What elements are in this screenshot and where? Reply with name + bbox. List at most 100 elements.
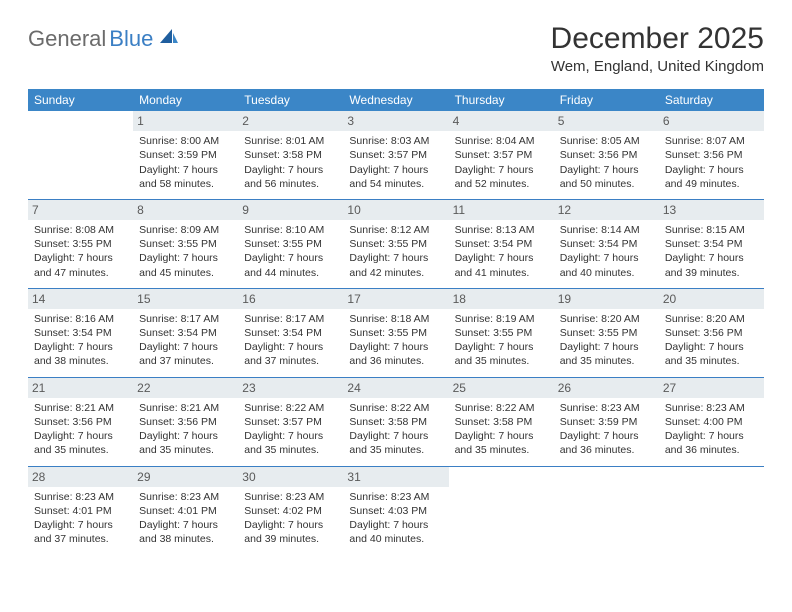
calendar-cell: 18Sunrise: 8:19 AMSunset: 3:55 PMDayligh… bbox=[449, 288, 554, 377]
calendar-cell: 28Sunrise: 8:23 AMSunset: 4:01 PMDayligh… bbox=[28, 466, 133, 554]
sunrise-line: Sunrise: 8:12 AM bbox=[349, 223, 442, 237]
daylight-line: Daylight: 7 hours and 56 minutes. bbox=[244, 163, 337, 191]
sunrise-line: Sunrise: 8:05 AM bbox=[560, 134, 653, 148]
sunset-line: Sunset: 4:01 PM bbox=[34, 504, 127, 518]
calendar-cell: 25Sunrise: 8:22 AMSunset: 3:58 PMDayligh… bbox=[449, 377, 554, 466]
daylight-line: Daylight: 7 hours and 36 minutes. bbox=[560, 429, 653, 457]
sunset-line: Sunset: 4:03 PM bbox=[349, 504, 442, 518]
daylight-line: Daylight: 7 hours and 42 minutes. bbox=[349, 251, 442, 279]
day-number: 31 bbox=[343, 467, 448, 487]
sunset-line: Sunset: 3:55 PM bbox=[349, 237, 442, 251]
day-number: 17 bbox=[343, 289, 448, 309]
day-number: 20 bbox=[659, 289, 764, 309]
calendar-cell: 15 Sunrise: 8:17 AMSunset: 3:54 PMDayligh… bbox=[133, 288, 238, 377]
day-number: 30 bbox=[238, 467, 343, 487]
day-header: Wednesday bbox=[343, 89, 448, 111]
calendar-cell: 21Sunrise: 8:21 AMSunset: 3:56 PMDayligh… bbox=[28, 377, 133, 466]
daylight-line: Daylight: 7 hours and 40 minutes. bbox=[560, 251, 653, 279]
day-number: 21 bbox=[28, 378, 133, 398]
calendar-table: SundayMondayTuesdayWednesdayThursdayFrid… bbox=[28, 89, 764, 554]
day-number: 10 bbox=[343, 200, 448, 220]
sunset-line: Sunset: 3:55 PM bbox=[244, 237, 337, 251]
daylight-line: Daylight: 7 hours and 38 minutes. bbox=[34, 340, 127, 368]
daylight-line: Daylight: 7 hours and 37 minutes. bbox=[34, 518, 127, 546]
calendar-cell: 3Sunrise: 8:03 AMSunset: 3:57 PMDaylight… bbox=[343, 111, 448, 199]
day-number: 14 bbox=[28, 289, 133, 309]
sunrise-line: Sunrise: 8:22 AM bbox=[349, 401, 442, 415]
calendar-cell: 19Sunrise: 8:20 AMSunset: 3:55 PMDayligh… bbox=[554, 288, 659, 377]
sunset-line: Sunset: 3:54 PM bbox=[139, 326, 232, 340]
daylight-line: Daylight: 7 hours and 35 minutes. bbox=[665, 340, 758, 368]
day-number: 15 bbox=[133, 289, 238, 309]
calendar-week: 28Sunrise: 8:23 AMSunset: 4:01 PMDayligh… bbox=[28, 466, 764, 554]
sunrise-line: Sunrise: 8:17 AM bbox=[244, 312, 337, 326]
sunset-line: Sunset: 3:56 PM bbox=[139, 415, 232, 429]
sunrise-line: Sunrise: 8:22 AM bbox=[455, 401, 548, 415]
calendar-cell: 6Sunrise: 8:07 AMSunset: 3:56 PMDaylight… bbox=[659, 111, 764, 199]
calendar-cell: 23Sunrise: 8:22 AMSunset: 3:57 PMDayligh… bbox=[238, 377, 343, 466]
sunset-line: Sunset: 3:59 PM bbox=[560, 415, 653, 429]
sunrise-line: Sunrise: 8:21 AM bbox=[139, 401, 232, 415]
daylight-line: Daylight: 7 hours and 40 minutes. bbox=[349, 518, 442, 546]
calendar-cell: 30Sunrise: 8:23 AMSunset: 4:02 PMDayligh… bbox=[238, 466, 343, 554]
sunrise-line: Sunrise: 8:17 AM bbox=[139, 312, 232, 326]
day-number: 9 bbox=[238, 200, 343, 220]
day-number: 23 bbox=[238, 378, 343, 398]
sunrise-line: Sunrise: 8:14 AM bbox=[560, 223, 653, 237]
sunset-line: Sunset: 3:58 PM bbox=[244, 148, 337, 162]
calendar-week: 1Sunrise: 8:00 AMSunset: 3:59 PMDaylight… bbox=[28, 111, 764, 199]
daylight-line: Daylight: 7 hours and 39 minutes. bbox=[665, 251, 758, 279]
day-number: 13 bbox=[659, 200, 764, 220]
sunrise-line: Sunrise: 8:21 AM bbox=[34, 401, 127, 415]
daylight-line: Daylight: 7 hours and 38 minutes. bbox=[139, 518, 232, 546]
location-text: Wem, England, United Kingdom bbox=[551, 58, 764, 75]
calendar-cell: 29Sunrise: 8:23 AMSunset: 4:01 PMDayligh… bbox=[133, 466, 238, 554]
sunrise-line: Sunrise: 8:01 AM bbox=[244, 134, 337, 148]
calendar-cell: 2 Sunrise: 8:01 AMSunset: 3:58 PMDaylight… bbox=[238, 111, 343, 199]
daylight-line: Daylight: 7 hours and 35 minutes. bbox=[139, 429, 232, 457]
sunrise-line: Sunrise: 8:04 AM bbox=[455, 134, 548, 148]
sunset-line: Sunset: 3:54 PM bbox=[34, 326, 127, 340]
sunset-line: Sunset: 3:55 PM bbox=[560, 326, 653, 340]
daylight-line: Daylight: 7 hours and 35 minutes. bbox=[244, 429, 337, 457]
calendar-cell: 22Sunrise: 8:21 AMSunset: 3:56 PMDayligh… bbox=[133, 377, 238, 466]
day-header: Monday bbox=[133, 89, 238, 111]
calendar-cell: 11Sunrise: 8:13 AMSunset: 3:54 PMDayligh… bbox=[449, 199, 554, 288]
calendar-week: 7Sunrise: 8:08 AMSunset: 3:55 PMDaylight… bbox=[28, 199, 764, 288]
daylight-line: Daylight: 7 hours and 37 minutes. bbox=[139, 340, 232, 368]
day-number: 5 bbox=[554, 111, 659, 131]
day-number: 1 bbox=[133, 111, 238, 131]
month-title: December 2025 bbox=[551, 22, 764, 56]
sunrise-line: Sunrise: 8:23 AM bbox=[139, 490, 232, 504]
day-number: 18 bbox=[449, 289, 554, 309]
day-number: 28 bbox=[28, 467, 133, 487]
calendar-cell: 27Sunrise: 8:23 AMSunset: 4:00 PMDayligh… bbox=[659, 377, 764, 466]
sunset-line: Sunset: 3:57 PM bbox=[455, 148, 548, 162]
calendar-cell: 10 Sunrise: 8:12 AMSunset: 3:55 PMDayligh… bbox=[343, 199, 448, 288]
day-header: Tuesday bbox=[238, 89, 343, 111]
sunrise-line: Sunrise: 8:22 AM bbox=[244, 401, 337, 415]
day-header: Saturday bbox=[659, 89, 764, 111]
calendar-cell: 17Sunrise: 8:18 AMSunset: 3:55 PMDayligh… bbox=[343, 288, 448, 377]
sunrise-line: Sunrise: 8:00 AM bbox=[139, 134, 232, 148]
sunrise-line: Sunrise: 8:15 AM bbox=[665, 223, 758, 237]
sail-icon bbox=[158, 27, 180, 52]
daylight-line: Daylight: 7 hours and 44 minutes. bbox=[244, 251, 337, 279]
day-number: 6 bbox=[659, 111, 764, 131]
sunrise-line: Sunrise: 8:07 AM bbox=[665, 134, 758, 148]
day-number: 2 bbox=[238, 111, 343, 131]
day-number: 7 bbox=[28, 200, 133, 220]
daylight-line: Daylight: 7 hours and 35 minutes. bbox=[455, 340, 548, 368]
sunset-line: Sunset: 3:54 PM bbox=[455, 237, 548, 251]
daylight-line: Daylight: 7 hours and 35 minutes. bbox=[455, 429, 548, 457]
daylight-line: Daylight: 7 hours and 36 minutes. bbox=[349, 340, 442, 368]
calendar-cell: 1Sunrise: 8:00 AMSunset: 3:59 PMDaylight… bbox=[133, 111, 238, 199]
sunrise-line: Sunrise: 8:20 AM bbox=[560, 312, 653, 326]
day-number: 16 bbox=[238, 289, 343, 309]
sunrise-line: Sunrise: 8:23 AM bbox=[244, 490, 337, 504]
sunrise-line: Sunrise: 8:08 AM bbox=[34, 223, 127, 237]
daylight-line: Daylight: 7 hours and 47 minutes. bbox=[34, 251, 127, 279]
day-number: 26 bbox=[554, 378, 659, 398]
day-number: 4 bbox=[449, 111, 554, 131]
calendar-cell: 14Sunrise: 8:16 AMSunset: 3:54 PMDayligh… bbox=[28, 288, 133, 377]
